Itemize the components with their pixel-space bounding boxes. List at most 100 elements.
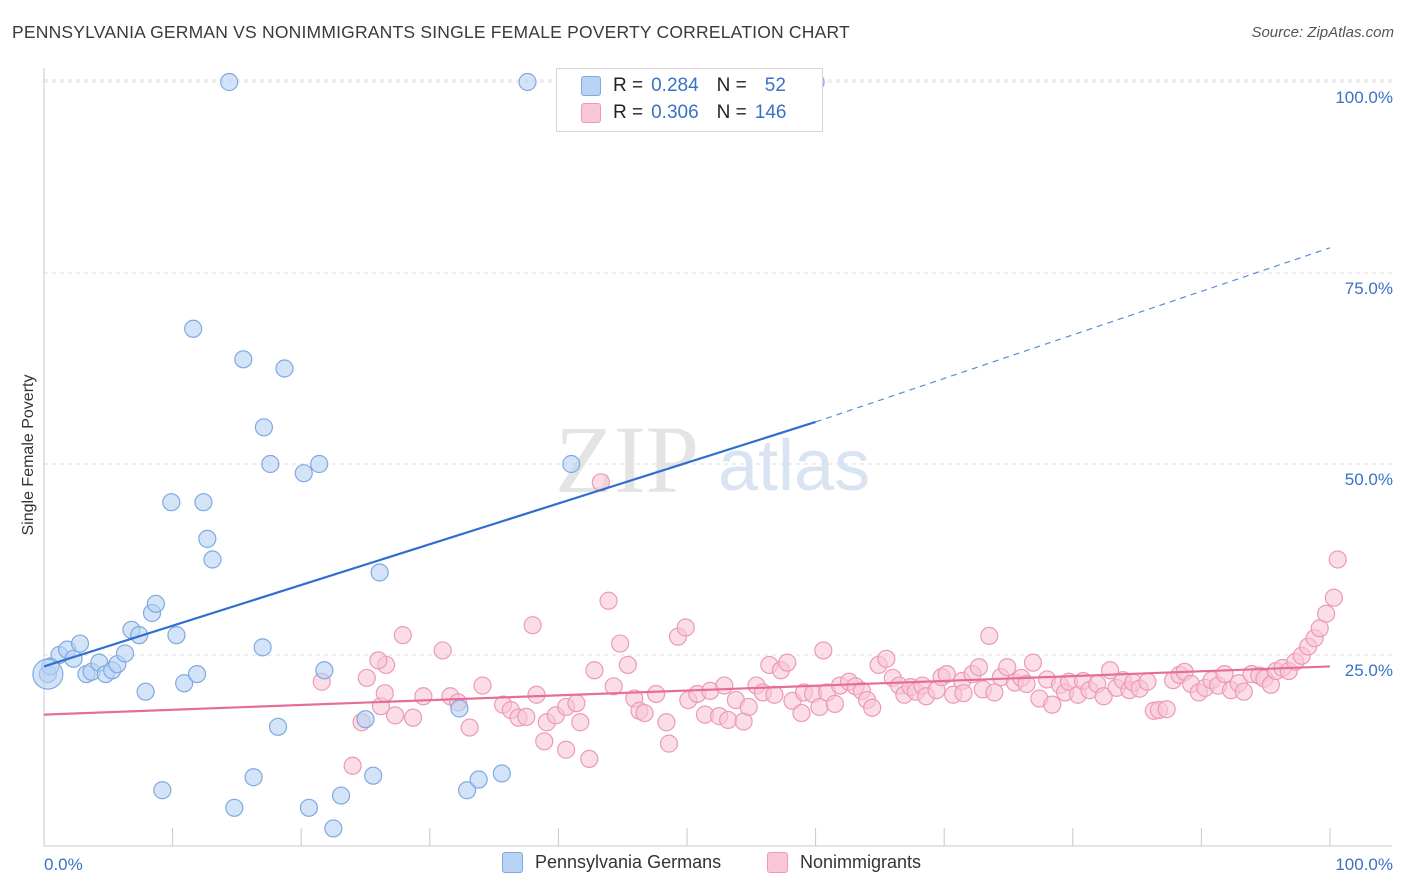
pennsylvania-germans-point: [469, 770, 488, 789]
nonimmigrants-point: [403, 708, 423, 727]
nonimmigrants-point: [676, 618, 695, 637]
pennsylvania-germans-point: [370, 563, 389, 582]
pennsylvania-germans-point: [518, 72, 537, 92]
nonimmigrants-point: [937, 664, 956, 684]
pennsylvania-germans-point: [136, 682, 155, 701]
pennsylvania-germans-point: [275, 359, 294, 378]
legend-r-value: 0.306: [651, 102, 699, 123]
nonimmigrants-point: [719, 710, 738, 730]
legend-n-label: N =: [716, 75, 747, 96]
nonimmigrants-point: [954, 684, 973, 703]
pennsylvania-germans-point: [203, 550, 222, 569]
nonimmigrants-point: [460, 718, 479, 737]
pennsylvania-germans-point: [244, 768, 263, 787]
pennsylvania-germans-point: [562, 454, 581, 474]
nonimmigrants-point: [517, 707, 536, 726]
series-swatch-blue: [502, 852, 523, 873]
pennsylvania-germans-trend-extension: [815, 247, 1331, 423]
pennsylvania-germans-point: [268, 717, 288, 736]
pennsylvania-germans-point: [146, 594, 165, 613]
nonimmigrants-point: [1023, 653, 1043, 672]
nonimmigrants-point: [778, 653, 797, 672]
pennsylvania-germans-point: [220, 72, 239, 92]
nonimmigrants-point: [527, 685, 546, 704]
pennsylvania-germans-point: [175, 674, 194, 693]
pennsylvania-germans-point: [184, 319, 203, 338]
nonimmigrants-point: [715, 676, 734, 695]
pennsylvania-germans-point: [253, 638, 272, 657]
axes: [43, 68, 1392, 847]
nonimmigrants-point: [657, 713, 676, 732]
legend-swatch-pink: [581, 103, 601, 123]
watermark-atlas: atlas: [718, 426, 870, 506]
chart-title: PENNSYLVANIA GERMAN VS NONIMMIGRANTS SIN…: [12, 22, 850, 42]
correlation-legend: R = 0.284 N = 52 R = 0.306 N = 146: [556, 68, 823, 132]
legend-n-value: 146: [754, 102, 787, 123]
x-tick-label-min: 0.0%: [44, 855, 83, 874]
pennsylvania-germans-point: [331, 786, 351, 805]
nonimmigrants-point: [739, 697, 758, 717]
nonimmigrants-points: [312, 473, 1347, 775]
nonimmigrants-point: [571, 713, 590, 732]
nonimmigrants-point: [343, 756, 362, 775]
nonimmigrants-point: [985, 683, 1004, 702]
series-legend-label: Nonimmigrants: [800, 852, 922, 872]
series-swatch-pink: [767, 852, 788, 873]
pennsylvania-germans-point: [324, 819, 343, 838]
nonimmigrants-point: [863, 698, 882, 717]
nonimmigrants-point: [998, 658, 1017, 677]
nonimmigrants-point: [567, 694, 586, 713]
nonimmigrants-point: [580, 749, 599, 769]
pennsylvania-germans-point: [187, 664, 207, 684]
pennsylvania-germans-point: [364, 766, 383, 785]
watermark: ZIP atlas: [555, 406, 870, 513]
pennsylvania-germans-point: [294, 464, 313, 483]
nonimmigrants-point: [825, 694, 844, 713]
pennsylvania-germans-point: [194, 493, 213, 512]
nonimmigrants-point: [357, 668, 376, 688]
pennsylvania-germans-point: [457, 781, 477, 800]
nonimmigrants-point: [433, 641, 452, 660]
x-tick-label-max: 100.0%: [1335, 855, 1393, 874]
nonimmigrants-point: [1043, 695, 1062, 714]
nonimmigrants-point: [969, 658, 989, 677]
nonimmigrants-point: [1317, 604, 1336, 623]
pennsylvania-germans-point: [450, 699, 469, 718]
series-legend-item-nonimmigrants[interactable]: Nonimmigrants: [767, 852, 921, 873]
source-label: Source: ZipAtlas.com: [1251, 24, 1394, 41]
nonimmigrants-point: [535, 732, 554, 751]
pennsylvania-germans-point: [198, 529, 217, 548]
series-legend-item-pennsylvania-germans[interactable]: Pennsylvania Germans: [502, 852, 721, 873]
trend-lines: [43, 247, 1331, 716]
nonimmigrants-point: [1017, 674, 1036, 694]
legend-r-label: R =: [613, 75, 644, 96]
pennsylvania-germans-point: [492, 764, 511, 783]
pennsylvania-germans-point: [310, 454, 329, 474]
series-legend-label: Pennsylvania Germans: [535, 852, 722, 872]
legend-n-label: N =: [716, 102, 747, 123]
legend-r-label: R =: [613, 102, 644, 123]
y-tick-labels: 25.0% 50.0% 75.0% 100.0%: [1335, 88, 1393, 680]
pennsylvania-germans-point: [162, 493, 181, 512]
nonimmigrants-point: [647, 684, 666, 704]
pennsylvania-germans-point: [261, 454, 280, 474]
legend-swatch-blue: [581, 76, 601, 96]
pennsylvania-germans-point-large: [32, 658, 64, 690]
nonimmigrants-point: [473, 676, 492, 695]
legend-row-pennsylvania-germans: R = 0.284 N = 52: [581, 73, 786, 99]
nonimmigrants-point: [1157, 700, 1176, 719]
pennsylvania-germans-point: [299, 798, 319, 817]
y-tick-label: 75.0%: [1345, 279, 1393, 298]
pennsylvania-germans-point: [225, 798, 244, 817]
legend-n-value: 52: [764, 75, 786, 96]
nonimmigrants-point: [1324, 588, 1343, 607]
nonimmigrants-point: [599, 591, 618, 610]
nonimmigrants-point: [1094, 687, 1113, 706]
nonimmigrants-point: [557, 740, 576, 759]
y-tick-label: 100.0%: [1335, 88, 1393, 107]
nonimmigrants-point: [814, 641, 833, 660]
nonimmigrants-point: [1138, 672, 1157, 691]
nonimmigrants-point: [1234, 682, 1253, 701]
nonimmigrants-point: [659, 734, 679, 753]
pennsylvania-germans-point: [234, 350, 253, 369]
